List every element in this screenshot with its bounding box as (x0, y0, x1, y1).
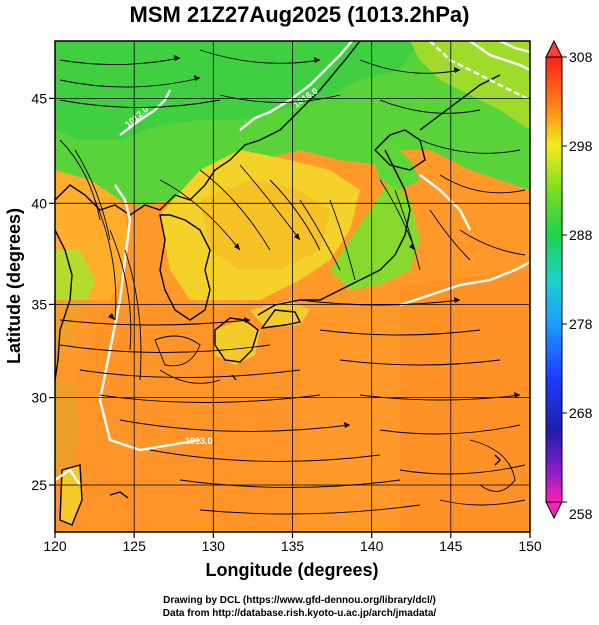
y-tick-labels: 25 30 35 40 45 (31, 90, 47, 493)
colorbar-max-triangle (545, 39, 563, 58)
wind-arrowheads (108, 55, 520, 428)
colorbar-tick-label: 298 (569, 138, 593, 154)
credits: Drawing by DCL (https://www.gfd-dennou.o… (0, 594, 599, 620)
x-tick-label: 135 (281, 538, 305, 554)
colorbar-tick-label: 308 (569, 49, 593, 65)
y-axis-label: Latitude (degrees) (4, 208, 24, 364)
x-tick-label: 145 (439, 538, 463, 554)
credit-data: Data from http://database.rish.kyoto-u.a… (162, 608, 437, 619)
y-tick-label: 30 (31, 390, 47, 406)
x-axis-label: Longitude (degrees) (205, 560, 378, 580)
x-tick-label: 150 (518, 538, 542, 554)
y-tick-label: 25 (31, 477, 47, 493)
wind-streamlines (59, 49, 526, 515)
y-tick-label: 45 (31, 90, 47, 106)
credit-drawing: Drawing by DCL (https://www.gfd-dennou.o… (163, 595, 436, 606)
x-tick-label: 125 (123, 538, 147, 554)
colorbar-tick-label: 258 (569, 506, 593, 522)
y-tick-label: 40 (31, 195, 47, 211)
y-tick-marks (49, 97, 55, 486)
colorbar-min-triangle (545, 501, 563, 520)
colorbar-tick-label: 288 (569, 227, 593, 243)
colorbar-tick-label: 278 (569, 316, 593, 332)
x-tick-labels: 120 125 130 135 140 145 150 (43, 538, 542, 554)
x-tick-label: 130 (202, 538, 226, 554)
colorbar: 308 298 288 278 268 258 (545, 39, 593, 522)
grid (55, 41, 530, 532)
x-tick-label: 140 (360, 538, 384, 554)
isobars (55, 41, 530, 486)
x-tick-marks (54, 532, 531, 538)
map-figure: 1016.0 1012.0 1013.0 (4, 39, 593, 580)
chart-title: MSM 21Z27Aug2025 (1013.2hPa) (129, 2, 470, 27)
colorbar-tick-label: 268 (569, 405, 593, 421)
y-tick-label: 35 (31, 296, 47, 312)
contour-label: 1013.0 (185, 436, 213, 446)
x-tick-label: 120 (43, 538, 67, 554)
